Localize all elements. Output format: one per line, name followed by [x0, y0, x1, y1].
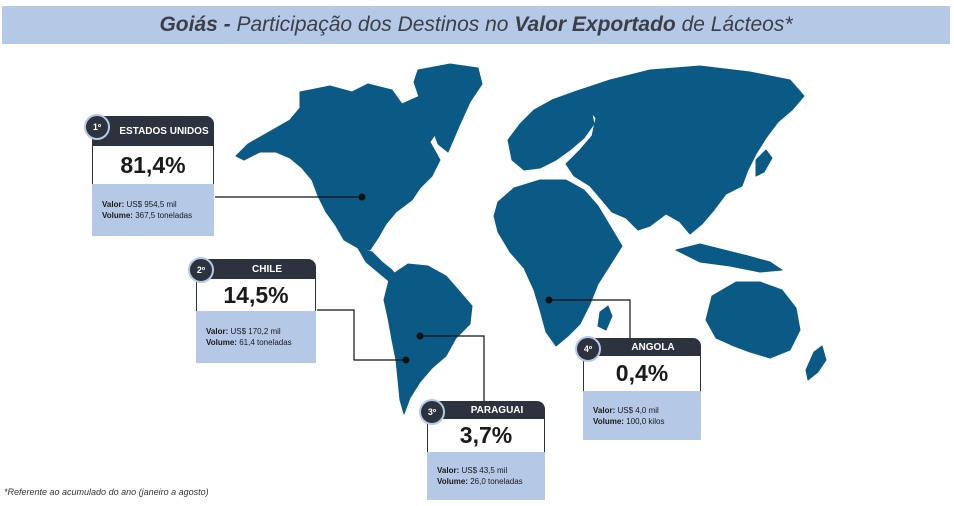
marker-chile — [402, 356, 410, 364]
japan-landmass — [755, 149, 773, 177]
asia-landmass — [565, 65, 805, 235]
export-value: US$ 170,2 mil — [228, 327, 281, 336]
volume-label: Volume: — [206, 338, 237, 347]
title-separator: - — [217, 13, 237, 36]
country-name: CHILE — [196, 259, 316, 279]
value-label: Valor: — [206, 327, 229, 336]
indonesia-landmass — [675, 243, 783, 273]
title-part1: Participação dos Destinos no — [236, 13, 515, 36]
share-value: 3,7% — [427, 419, 545, 452]
country-name: ESTADOS UNIDOS — [92, 116, 214, 146]
export-volume: 367,5 toneladas — [132, 211, 193, 220]
export-value: US$ 43,5 mil — [459, 466, 508, 475]
export-value: US$ 954,5 mil — [124, 200, 177, 209]
card-details: Valor: US$ 4,0 mil Volume: 100,0 kilos — [583, 391, 701, 440]
rank-badge: 4º — [575, 336, 601, 362]
card-details: Valor: US$ 170,2 mil Volume: 61,4 tonela… — [196, 311, 316, 363]
export-volume: 100,0 kilos — [623, 416, 665, 426]
madagascar-landmass — [597, 305, 613, 331]
marker-paraguai — [416, 332, 424, 340]
marker-usa — [358, 193, 366, 201]
connector-angola — [549, 299, 631, 340]
destination-card-usa: ESTADOS UNIDOS 81,4% Valor: US$ 954,5 mi… — [92, 116, 214, 236]
destination-card-angola: ANGOLA 0,4% Valor: US$ 4,0 mil Volume: 1… — [583, 338, 701, 440]
share-value: 14,5% — [196, 279, 316, 311]
country-name: ANGOLA — [583, 338, 701, 356]
rank-badge: 2º — [188, 257, 214, 283]
share-value: 81,4% — [92, 146, 214, 184]
south-america-landmass — [383, 263, 473, 415]
volume-label: Volume: — [593, 416, 624, 426]
destination-card-paraguai: PARAGUAI 3,7% Valor: US$ 43,5 mil Volume… — [427, 401, 545, 500]
volume-label: Volume: — [437, 477, 468, 486]
africa-landmass — [493, 179, 623, 347]
export-volume: 26,0 toneladas — [467, 477, 523, 486]
value-label: Valor: — [102, 200, 125, 209]
rank-badge: 3º — [419, 399, 445, 425]
export-volume: 61,4 toneladas — [236, 338, 292, 347]
country-name: PARAGUAI — [427, 401, 545, 419]
card-details: Valor: US$ 43,5 mil Volume: 26,0 tonelad… — [427, 452, 545, 500]
greenland-landmass — [413, 63, 483, 153]
rank-badge: 1º — [84, 114, 110, 140]
connector-paraguai — [420, 335, 485, 402]
europe-landmass — [507, 91, 595, 171]
title-part2: de Lácteos* — [675, 13, 793, 36]
value-label: Valor: — [437, 466, 460, 475]
north-america-landmass — [235, 83, 443, 251]
australia-landmass — [705, 281, 801, 359]
card-details: Valor: US$ 954,5 mil Volume: 367,5 tonel… — [92, 184, 214, 236]
marker-angola — [545, 296, 553, 304]
export-value: US$ 4,0 mil — [615, 405, 659, 415]
new-zealand-landmass — [805, 345, 827, 381]
title-region: Goiás — [159, 13, 218, 36]
title-emphasis: Valor Exportado — [514, 13, 676, 36]
page-title: Goiás - Participação dos Destinos no Val… — [2, 6, 950, 44]
footnote: *Referente ao acumulado do ano (janeiro … — [4, 487, 209, 497]
connector-chile — [317, 309, 406, 361]
value-label: Valor: — [593, 405, 616, 415]
destination-card-chile: CHILE 14,5% Valor: US$ 170,2 mil Volume:… — [196, 259, 316, 363]
share-value: 0,4% — [583, 356, 701, 391]
volume-label: Volume: — [102, 211, 133, 220]
